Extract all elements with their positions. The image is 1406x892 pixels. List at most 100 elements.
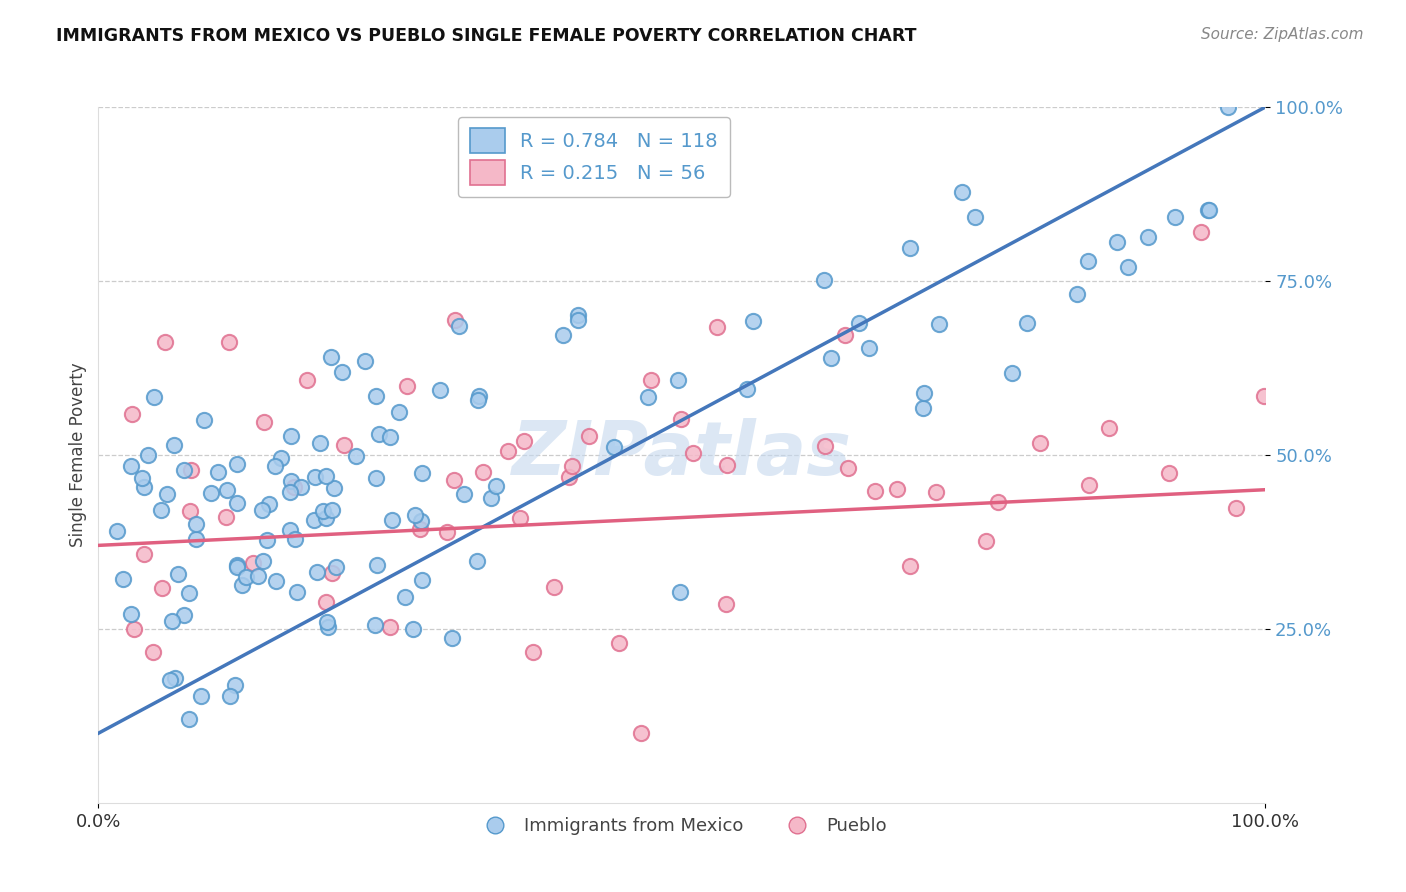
Point xyxy=(1253,389,1275,403)
Point xyxy=(1015,316,1038,330)
Point xyxy=(318,620,340,634)
Point xyxy=(218,334,240,349)
Point xyxy=(142,645,165,659)
Point xyxy=(290,480,312,494)
Point xyxy=(315,615,337,629)
Point xyxy=(716,458,738,473)
Point xyxy=(302,513,325,527)
Point xyxy=(111,572,134,586)
Point xyxy=(411,466,433,480)
Point xyxy=(395,379,418,393)
Point xyxy=(912,401,935,416)
Point xyxy=(177,586,200,600)
Point xyxy=(364,389,387,403)
Point xyxy=(444,313,467,327)
Point xyxy=(218,690,240,704)
Point xyxy=(669,585,692,599)
Point xyxy=(333,437,356,451)
Point xyxy=(950,185,973,199)
Point xyxy=(225,457,247,471)
Point xyxy=(404,508,426,522)
Point xyxy=(120,607,142,621)
Point xyxy=(602,440,624,454)
Text: Source: ZipAtlas.com: Source: ZipAtlas.com xyxy=(1201,27,1364,42)
Point xyxy=(637,390,659,404)
Point xyxy=(250,503,273,517)
Point xyxy=(136,448,159,462)
Point xyxy=(409,523,432,537)
Point xyxy=(630,726,652,740)
Point xyxy=(447,319,470,334)
Point xyxy=(278,485,301,500)
Point xyxy=(235,569,257,583)
Point xyxy=(813,273,835,287)
Point xyxy=(105,524,128,538)
Point xyxy=(256,533,278,548)
Point xyxy=(226,558,249,572)
Point xyxy=(467,389,489,403)
Point xyxy=(142,390,165,404)
Point xyxy=(735,382,758,396)
Point xyxy=(561,459,583,474)
Point xyxy=(820,351,842,365)
Point xyxy=(231,578,253,592)
Point xyxy=(1137,230,1160,244)
Point xyxy=(402,622,425,636)
Point xyxy=(264,459,287,474)
Point xyxy=(364,618,387,632)
Text: IMMIGRANTS FROM MEXICO VS PUEBLO SINGLE FEMALE POVERTY CORRELATION CHART: IMMIGRANTS FROM MEXICO VS PUEBLO SINGLE … xyxy=(56,27,917,45)
Point xyxy=(163,438,186,452)
Point xyxy=(284,533,307,547)
Point xyxy=(912,385,935,400)
Point xyxy=(159,673,181,688)
Point xyxy=(886,482,908,496)
Point xyxy=(1198,203,1220,218)
Point xyxy=(325,559,347,574)
Point xyxy=(467,392,489,407)
Point xyxy=(858,341,880,355)
Point xyxy=(200,485,222,500)
Point xyxy=(266,574,288,588)
Point xyxy=(124,622,146,636)
Point xyxy=(177,712,200,726)
Point xyxy=(225,560,247,574)
Point xyxy=(1066,287,1088,301)
Point xyxy=(378,620,401,634)
Point xyxy=(120,459,142,474)
Point xyxy=(388,404,411,418)
Point xyxy=(280,429,302,443)
Point xyxy=(496,444,519,458)
Point xyxy=(150,582,173,596)
Point xyxy=(512,434,534,449)
Point xyxy=(186,532,208,546)
Point xyxy=(315,468,337,483)
Point xyxy=(353,353,375,368)
Point xyxy=(224,678,246,692)
Point xyxy=(682,445,704,459)
Point xyxy=(156,487,179,501)
Point xyxy=(131,471,153,485)
Point xyxy=(1001,367,1024,381)
Point xyxy=(150,503,173,517)
Point xyxy=(252,554,274,568)
Point xyxy=(741,314,763,328)
Point xyxy=(1098,421,1121,435)
Point xyxy=(394,591,416,605)
Point xyxy=(1077,254,1099,268)
Point xyxy=(974,534,997,549)
Point xyxy=(190,690,212,704)
Point xyxy=(186,516,208,531)
Point xyxy=(304,469,326,483)
Point xyxy=(543,580,565,594)
Point xyxy=(193,413,215,427)
Point xyxy=(322,481,344,495)
Point xyxy=(295,373,318,387)
Point xyxy=(436,524,458,539)
Point xyxy=(671,412,693,426)
Point xyxy=(378,430,401,444)
Point xyxy=(305,565,328,579)
Point xyxy=(368,427,391,442)
Text: ZIPatlas: ZIPatlas xyxy=(512,418,852,491)
Point xyxy=(226,496,249,510)
Point xyxy=(1029,436,1052,450)
